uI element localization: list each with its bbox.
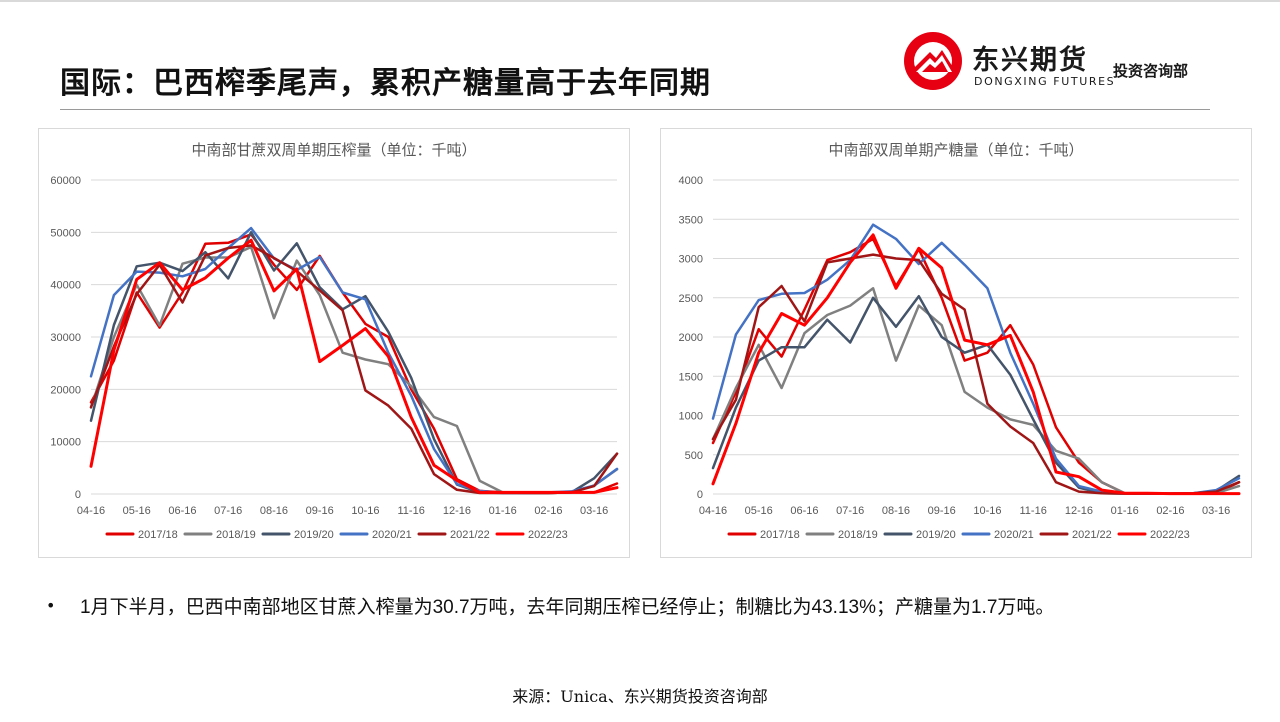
y-tick-label: 2500 bbox=[679, 293, 703, 305]
legend-label: 2017/18 bbox=[138, 529, 178, 541]
x-tick-label: 02-16 bbox=[1156, 505, 1184, 517]
x-tick-label: 05-16 bbox=[123, 505, 151, 517]
summary-note: 1月下半月，巴西中南部地区甘蔗入榨量为30.7万吨，去年同期压榨已经停止；制糖比… bbox=[80, 597, 1055, 618]
top-divider bbox=[0, 0, 1280, 2]
y-tick-label: 10000 bbox=[50, 437, 81, 449]
y-tick-label: 0 bbox=[75, 489, 81, 501]
series-line-2020-21 bbox=[89, 226, 619, 495]
legend-label: 2019/20 bbox=[294, 529, 334, 541]
x-tick-label: 07-16 bbox=[214, 505, 242, 517]
x-tick-label: 01-16 bbox=[489, 505, 517, 517]
legend-label: 2022/23 bbox=[1150, 529, 1190, 541]
x-tick-label: 08-16 bbox=[260, 505, 288, 517]
series-line-2019-20 bbox=[89, 231, 619, 495]
legend-label: 2021/22 bbox=[1072, 529, 1112, 541]
y-tick-label: 500 bbox=[685, 450, 703, 462]
chart-title: 中南部双周单期产糖量（单位：千吨） bbox=[828, 141, 1083, 159]
company-logo: 东兴期货 DONGXING FUTURES 投资咨询部 bbox=[902, 30, 1212, 94]
logo-name-en: DONGXING FUTURES bbox=[974, 75, 1116, 88]
x-tick-label: 06-16 bbox=[790, 505, 818, 517]
y-tick-label: 30000 bbox=[50, 332, 81, 344]
x-tick-label: 12-16 bbox=[1065, 505, 1093, 517]
y-tick-label: 2000 bbox=[679, 332, 703, 344]
logo-department: 投资咨询部 bbox=[1113, 62, 1189, 80]
y-tick-label: 1500 bbox=[679, 371, 703, 383]
legend-label: 2020/21 bbox=[372, 529, 412, 541]
y-tick-label: 3500 bbox=[679, 214, 703, 226]
y-tick-label: 40000 bbox=[50, 280, 81, 292]
x-tick-label: 09-16 bbox=[306, 505, 334, 517]
series-line-2021-22 bbox=[711, 253, 1241, 495]
series-line-2022-23 bbox=[89, 238, 619, 494]
legend-label: 2022/23 bbox=[528, 529, 568, 541]
x-tick-label: 06-16 bbox=[168, 505, 196, 517]
x-tick-label: 07-16 bbox=[836, 505, 864, 517]
x-tick-label: 11-16 bbox=[1020, 505, 1047, 517]
x-tick-label: 12-16 bbox=[443, 505, 471, 517]
x-tick-label: 09-16 bbox=[928, 505, 956, 517]
x-tick-label: 11-16 bbox=[398, 505, 425, 517]
logo-name-cn: 东兴期货 bbox=[972, 45, 1088, 76]
series-line-2021-22 bbox=[89, 244, 619, 495]
x-tick-label: 04-16 bbox=[77, 505, 105, 517]
series-line-2019-20 bbox=[711, 294, 1241, 495]
x-tick-label: 01-16 bbox=[1111, 505, 1139, 517]
legend-label: 2021/22 bbox=[450, 529, 490, 541]
y-tick-label: 4000 bbox=[679, 175, 703, 187]
crush-volume-chart-svg: 中南部甘蔗双周单期压榨量（单位：千吨） 0 10000 20000 30000 40000… bbox=[50, 141, 619, 541]
x-tick-label: 02-16 bbox=[534, 505, 562, 517]
sugar-output-chart-svg: 中南部双周单期产糖量（单位：千吨） 0 500 1000 1500 2000 2500 300… bbox=[679, 141, 1241, 541]
x-tick-label: 10-16 bbox=[973, 505, 1001, 517]
title-divider bbox=[60, 109, 1210, 110]
crush-volume-chart: 中南部甘蔗双周单期压榨量（单位：千吨） 0 10000 20000 30000 40000… bbox=[38, 128, 630, 558]
x-tick-label: 03-16 bbox=[580, 505, 608, 517]
y-tick-label: 50000 bbox=[50, 227, 81, 239]
legend-label: 2017/18 bbox=[760, 529, 800, 541]
y-tick-label: 1000 bbox=[679, 411, 703, 423]
y-tick-label: 3000 bbox=[679, 254, 703, 266]
y-tick-label: 0 bbox=[697, 489, 703, 501]
x-tick-label: 08-16 bbox=[882, 505, 910, 517]
legend-label: 2019/20 bbox=[916, 529, 956, 541]
legend-label: 2020/21 bbox=[994, 529, 1034, 541]
y-tick-label: 20000 bbox=[50, 384, 81, 396]
legend-label: 2018/19 bbox=[838, 529, 878, 541]
sugar-output-chart: 中南部双周单期产糖量（单位：千吨） 0 500 1000 1500 2000 2500 300… bbox=[660, 128, 1252, 558]
source-note: 来源：Unica、东兴期货投资咨询部 bbox=[512, 687, 768, 706]
y-tick-label: 60000 bbox=[50, 175, 81, 187]
series-line-2022-23 bbox=[711, 233, 1241, 496]
bullet-icon: • bbox=[46, 596, 56, 615]
x-tick-label: 10-16 bbox=[351, 505, 379, 517]
dongxing-logo-icon bbox=[904, 32, 962, 90]
x-tick-label: 04-16 bbox=[699, 505, 727, 517]
legend-label: 2018/19 bbox=[216, 529, 256, 541]
page-title: 国际：巴西榨季尾声，累积产糖量高于去年同期 bbox=[60, 66, 711, 101]
x-tick-label: 03-16 bbox=[1202, 505, 1230, 517]
chart-title: 中南部甘蔗双周单期压榨量（单位：千吨） bbox=[191, 141, 476, 159]
x-tick-label: 05-16 bbox=[745, 505, 773, 517]
